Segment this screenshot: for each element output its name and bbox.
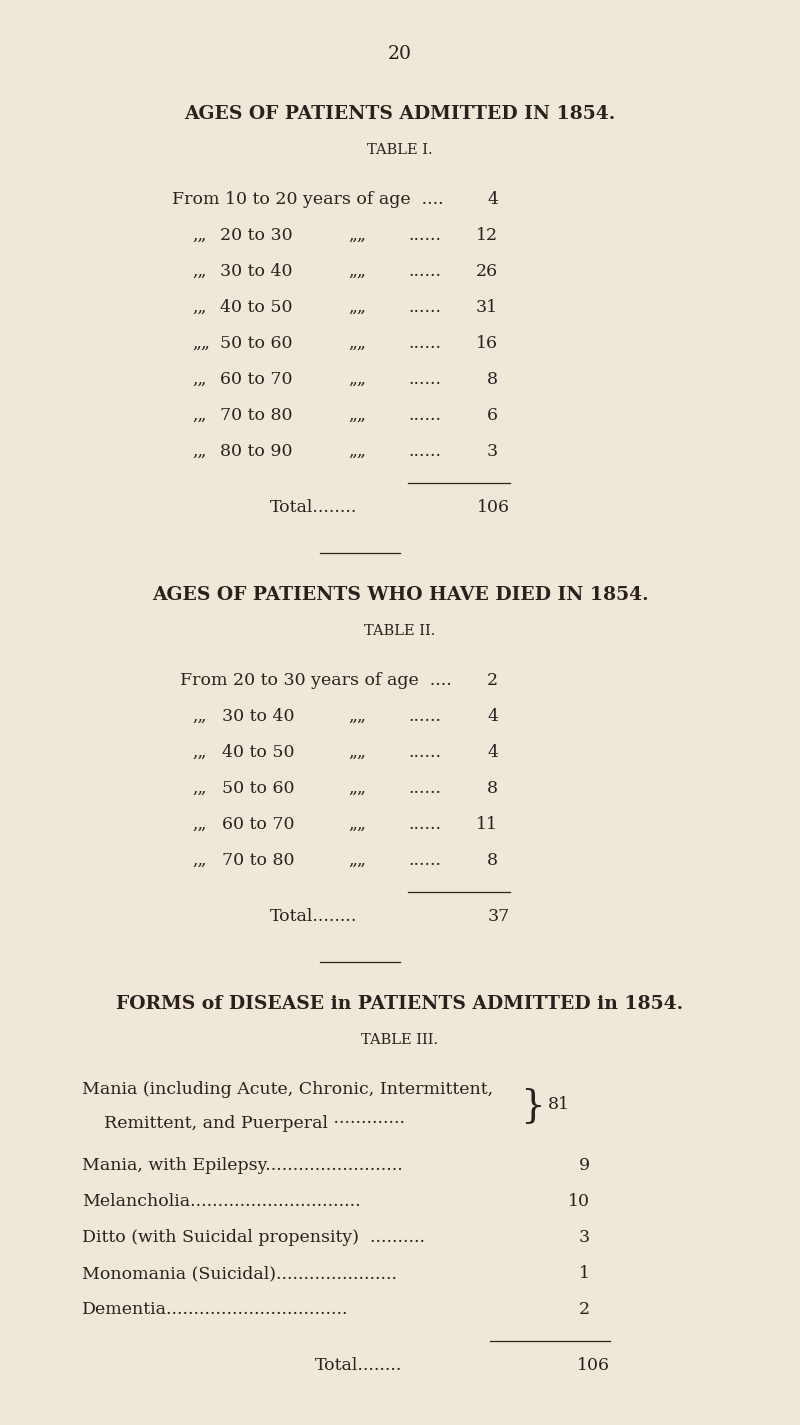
Text: 106: 106 bbox=[477, 499, 510, 516]
Text: TABLE II.: TABLE II. bbox=[364, 624, 436, 638]
Text: 60 to 70: 60 to 70 bbox=[222, 817, 294, 834]
Text: „„: „„ bbox=[348, 408, 366, 425]
Text: Total........: Total........ bbox=[270, 908, 358, 925]
Text: 16: 16 bbox=[476, 335, 498, 352]
Text: „„: „„ bbox=[348, 370, 366, 388]
Text: Monomania (Suicidal)......................: Monomania (Suicidal)....................… bbox=[82, 1265, 397, 1282]
Text: 80 to 90: 80 to 90 bbox=[220, 443, 293, 460]
Text: „„: „„ bbox=[348, 264, 366, 279]
Text: 37: 37 bbox=[488, 908, 510, 925]
Text: 106: 106 bbox=[577, 1357, 610, 1374]
Text: 40 to 50: 40 to 50 bbox=[222, 744, 294, 761]
Text: 4: 4 bbox=[487, 191, 498, 208]
Text: 8: 8 bbox=[487, 852, 498, 869]
Text: ......: ...... bbox=[408, 708, 441, 725]
Text: 81: 81 bbox=[548, 1096, 570, 1113]
Text: 10: 10 bbox=[568, 1193, 590, 1210]
Text: ......: ...... bbox=[408, 443, 441, 460]
Text: ......: ...... bbox=[408, 227, 441, 244]
Text: 8: 8 bbox=[487, 779, 498, 797]
Text: ......: ...... bbox=[408, 264, 441, 279]
Text: 70 to 80: 70 to 80 bbox=[220, 408, 293, 425]
Text: „„: „„ bbox=[348, 227, 366, 244]
Text: „„: „„ bbox=[192, 335, 210, 352]
Text: 20: 20 bbox=[388, 46, 412, 63]
Text: Dementia.................................: Dementia................................… bbox=[82, 1301, 349, 1318]
Text: 9: 9 bbox=[579, 1157, 590, 1174]
Text: ,„: ,„ bbox=[192, 817, 206, 834]
Text: ......: ...... bbox=[408, 779, 441, 797]
Text: 2: 2 bbox=[579, 1301, 590, 1318]
Text: Ditto (with Suicidal propensity)  ..........: Ditto (with Suicidal propensity) .......… bbox=[82, 1228, 425, 1245]
Text: 1: 1 bbox=[579, 1265, 590, 1282]
Text: TABLE I.: TABLE I. bbox=[367, 142, 433, 157]
Text: „„: „„ bbox=[348, 744, 366, 761]
Text: 50 to 60: 50 to 60 bbox=[220, 335, 293, 352]
Text: ......: ...... bbox=[408, 817, 441, 834]
Text: ,„: ,„ bbox=[192, 299, 206, 316]
Text: „„: „„ bbox=[348, 443, 366, 460]
Text: AGES OF PATIENTS ADMITTED IN 1854.: AGES OF PATIENTS ADMITTED IN 1854. bbox=[184, 105, 616, 123]
Text: ,„: ,„ bbox=[192, 708, 206, 725]
Text: 2: 2 bbox=[487, 673, 498, 690]
Text: „„: „„ bbox=[348, 779, 366, 797]
Text: 30 to 40: 30 to 40 bbox=[222, 708, 294, 725]
Text: ,„: ,„ bbox=[192, 264, 206, 279]
Text: Mania, with Epilepsy.........................: Mania, with Epilepsy....................… bbox=[82, 1157, 402, 1174]
Text: „„: „„ bbox=[348, 708, 366, 725]
Text: 60 to 70: 60 to 70 bbox=[220, 370, 293, 388]
Text: AGES OF PATIENTS WHO HAVE DIED IN 1854.: AGES OF PATIENTS WHO HAVE DIED IN 1854. bbox=[152, 586, 648, 604]
Text: ,„: ,„ bbox=[192, 370, 206, 388]
Text: Total........: Total........ bbox=[270, 499, 358, 516]
Text: Remittent, and Puerperal ·············: Remittent, and Puerperal ············· bbox=[82, 1114, 405, 1131]
Text: 3: 3 bbox=[579, 1228, 590, 1245]
Text: 8: 8 bbox=[487, 370, 498, 388]
Text: ......: ...... bbox=[408, 370, 441, 388]
Text: „„: „„ bbox=[348, 817, 366, 834]
Text: 40 to 50: 40 to 50 bbox=[220, 299, 293, 316]
Text: From 20 to 30 years of age  ....: From 20 to 30 years of age .... bbox=[180, 673, 452, 690]
Text: Mania (including Acute, Chronic, Intermittent,: Mania (including Acute, Chronic, Intermi… bbox=[82, 1082, 493, 1099]
Text: 20 to 30: 20 to 30 bbox=[220, 227, 293, 244]
Text: „„: „„ bbox=[348, 335, 366, 352]
Text: 31: 31 bbox=[476, 299, 498, 316]
Text: 6: 6 bbox=[487, 408, 498, 425]
Text: 11: 11 bbox=[476, 817, 498, 834]
Text: 26: 26 bbox=[476, 264, 498, 279]
Text: ,„: ,„ bbox=[192, 744, 206, 761]
Text: }: } bbox=[520, 1089, 545, 1124]
Text: ,„: ,„ bbox=[192, 227, 206, 244]
Text: 4: 4 bbox=[487, 708, 498, 725]
Text: ,„: ,„ bbox=[192, 408, 206, 425]
Text: ......: ...... bbox=[408, 408, 441, 425]
Text: TABLE III.: TABLE III. bbox=[362, 1033, 438, 1047]
Text: FORMS of DISEASE in PATIENTS ADMITTED in 1854.: FORMS of DISEASE in PATIENTS ADMITTED in… bbox=[117, 995, 683, 1013]
Text: ......: ...... bbox=[408, 299, 441, 316]
Text: ......: ...... bbox=[408, 852, 441, 869]
Text: From 10 to 20 years of age  ....: From 10 to 20 years of age .... bbox=[172, 191, 444, 208]
Text: Total........: Total........ bbox=[315, 1357, 402, 1374]
Text: 4: 4 bbox=[487, 744, 498, 761]
Text: 70 to 80: 70 to 80 bbox=[222, 852, 294, 869]
Text: ,„: ,„ bbox=[192, 852, 206, 869]
Text: ,„: ,„ bbox=[192, 779, 206, 797]
Text: 3: 3 bbox=[487, 443, 498, 460]
Text: 30 to 40: 30 to 40 bbox=[220, 264, 293, 279]
Text: ,„: ,„ bbox=[192, 443, 206, 460]
Text: 50 to 60: 50 to 60 bbox=[222, 779, 294, 797]
Text: ......: ...... bbox=[408, 744, 441, 761]
Text: Melancholia...............................: Melancholia.............................… bbox=[82, 1193, 361, 1210]
Text: „„: „„ bbox=[348, 299, 366, 316]
Text: 12: 12 bbox=[476, 227, 498, 244]
Text: ......: ...... bbox=[408, 335, 441, 352]
Text: „„: „„ bbox=[348, 852, 366, 869]
